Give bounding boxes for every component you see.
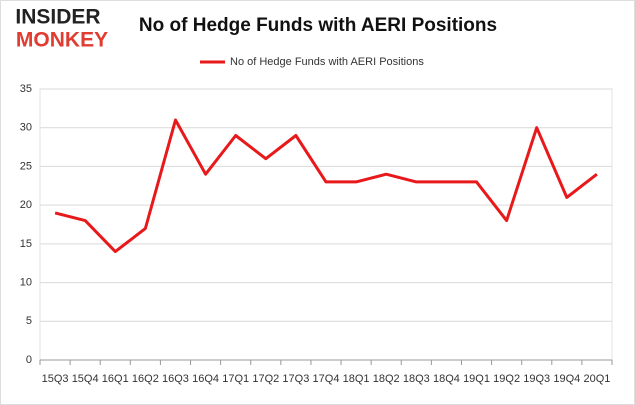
- x-tick-label: 16Q1: [102, 373, 129, 385]
- x-tick-label: 19Q3: [523, 373, 550, 385]
- x-tick-label: 17Q4: [313, 373, 340, 385]
- y-tick-label: 35: [20, 83, 32, 95]
- x-tick-label: 17Q1: [222, 373, 249, 385]
- data-line: [54, 118, 598, 254]
- y-tick-label: 25: [20, 160, 32, 172]
- x-tick-label: 16Q2: [132, 373, 159, 385]
- x-tick-label: 18Q3: [403, 373, 430, 385]
- x-tick-label: 15Q3: [42, 373, 69, 385]
- y-tick-label: 20: [20, 199, 32, 211]
- chart-title: No of Hedge Funds with AERI Positions: [139, 15, 497, 36]
- x-tick-label: 17Q3: [282, 373, 309, 385]
- x-tick-label: 19Q2: [493, 373, 520, 385]
- x-tick-label: 20Q1: [583, 373, 610, 385]
- logo-bottom: MONKEY: [16, 29, 108, 52]
- y-tick-label: 30: [20, 122, 32, 134]
- x-tick-label: 18Q1: [343, 373, 370, 385]
- x-tick-label: 16Q3: [162, 373, 189, 385]
- y-tick-label: 15: [20, 238, 32, 250]
- x-tick-label: 19Q1: [463, 373, 490, 385]
- legend-label: No of Hedge Funds with AERI Positions: [230, 56, 424, 68]
- y-tick-label: 0: [26, 354, 32, 366]
- x-tick-label: 18Q2: [373, 373, 400, 385]
- x-tick-label: 16Q4: [192, 373, 219, 385]
- x-tick-label: 18Q4: [433, 373, 460, 385]
- x-tick-label: 19Q4: [553, 373, 580, 385]
- y-tick-label: 10: [20, 276, 32, 288]
- logo-top: INSIDER: [15, 6, 100, 29]
- x-tick-label: 15Q4: [72, 373, 99, 385]
- x-tick-label: 17Q2: [252, 373, 279, 385]
- y-tick-label: 5: [26, 315, 32, 327]
